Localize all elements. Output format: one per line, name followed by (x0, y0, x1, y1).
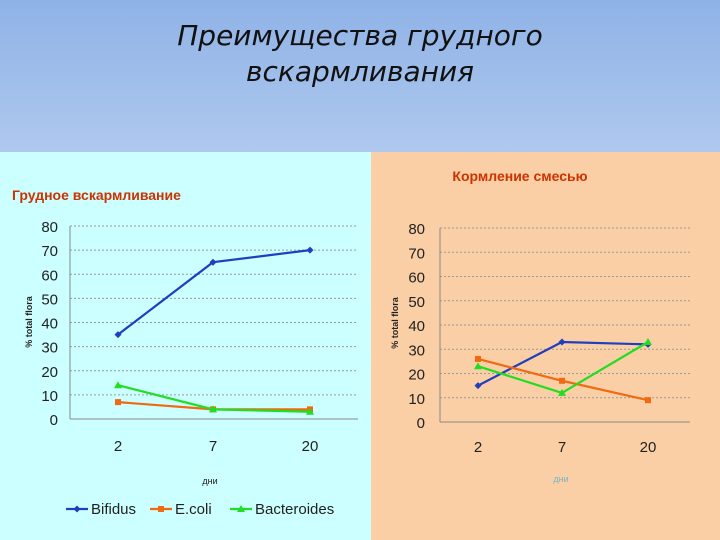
left-x-tick-label: 20 (302, 438, 319, 455)
legend-marker (158, 506, 164, 512)
left-y-tick-label: 30 (41, 340, 58, 357)
right-data-point (558, 388, 566, 396)
right-data-point (474, 362, 482, 370)
right-data-point (559, 377, 565, 384)
right-x-tick-label: 7 (558, 439, 566, 456)
right-y-axis-label: % total flora (390, 296, 400, 348)
left-y-axis-label: % total flora (24, 295, 34, 347)
left-y-tick-label: 50 (41, 291, 58, 308)
left-y-tick-label: 70 (41, 243, 58, 260)
left-y-tick-label: 40 (41, 316, 58, 333)
right-y-tick-label: 0 (417, 415, 425, 432)
left-data-point (209, 405, 217, 413)
right-y-tick-label: 20 (408, 367, 425, 384)
left-data-point (115, 399, 121, 406)
right-data-point (475, 355, 481, 362)
left-data-point (114, 331, 122, 339)
right-y-tick-label: 30 (408, 342, 425, 359)
right-y-tick-label: 10 (408, 391, 425, 408)
title-line-2: вскармливания (246, 55, 474, 88)
right-series-line (477, 341, 649, 395)
left-x-tick-label: 7 (209, 438, 217, 455)
left-y-tick-label: 10 (41, 388, 58, 405)
left-y-tick-label: 0 (50, 412, 58, 429)
right-x-axis-label: дни (553, 474, 568, 484)
right-data-point (644, 337, 652, 345)
legend-label: Bifidus (91, 501, 136, 518)
legend-label: Bacteroides (255, 501, 334, 518)
left-y-tick-label: 80 (41, 219, 58, 236)
left-data-point (306, 407, 314, 415)
left-data-point (306, 246, 314, 254)
left-data-point (114, 381, 122, 389)
left-panel-background (0, 152, 371, 540)
right-y-tick-label: 50 (408, 294, 425, 311)
legend-marker (73, 505, 81, 513)
left-chart-title: Грудное вскармливание (12, 187, 181, 203)
right-data-point (558, 338, 566, 346)
right-data-point (645, 397, 651, 404)
right-panel-background (371, 152, 720, 540)
left-x-axis-label: дни (202, 476, 217, 486)
right-y-tick-label: 60 (408, 270, 425, 287)
left-data-point (209, 258, 217, 266)
right-y-tick-label: 80 (408, 221, 425, 238)
right-x-tick-label: 2 (474, 439, 482, 456)
right-y-tick-label: 70 (408, 245, 425, 262)
right-data-point (474, 382, 482, 390)
right-y-tick-label: 40 (408, 318, 425, 335)
legend-marker (237, 505, 245, 512)
left-x-tick-label: 2 (114, 438, 122, 455)
title-line-1: Преимущества грудного (177, 19, 543, 52)
right-x-tick-label: 20 (640, 439, 657, 456)
legend-label: E.coli (175, 501, 212, 518)
right-chart-title: Кормление смесью (452, 168, 588, 184)
left-y-tick-label: 20 (41, 364, 58, 381)
slide-title: Преимущества грудного вскармливания (0, 18, 720, 90)
left-y-tick-label: 60 (41, 267, 58, 284)
